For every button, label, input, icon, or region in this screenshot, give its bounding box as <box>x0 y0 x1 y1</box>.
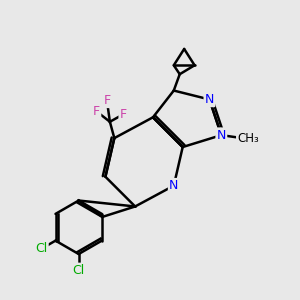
Text: Cl: Cl <box>73 264 85 277</box>
Text: Cl: Cl <box>35 242 47 255</box>
Text: F: F <box>103 94 110 107</box>
Text: N: N <box>169 179 178 192</box>
Text: N: N <box>205 93 214 106</box>
Text: F: F <box>120 108 127 121</box>
Text: CH₃: CH₃ <box>237 132 259 145</box>
Text: N: N <box>217 129 226 142</box>
Text: F: F <box>93 105 100 118</box>
